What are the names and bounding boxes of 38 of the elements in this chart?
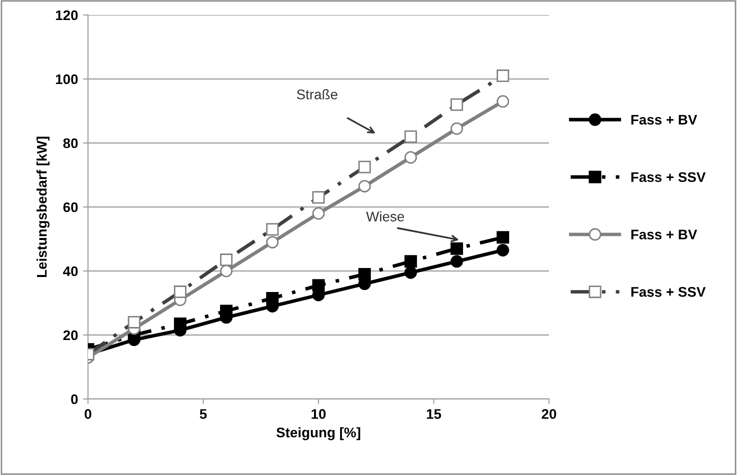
point [404,151,417,164]
point [496,95,510,108]
x-tick-label: 5 [200,409,207,419]
x-tick-label: 20 [542,409,556,419]
x-tick-label: 10 [312,409,326,419]
point [450,242,464,255]
point [312,279,325,292]
point [174,318,186,330]
y-tick-label: 0 [71,394,78,404]
y-tick-label: 80 [63,138,78,148]
y-tick-label: 60 [63,202,78,212]
legend-label: Fass + SSV [631,172,706,182]
legend-label: Fass + BV [631,230,698,240]
y-tick-label: 20 [63,330,78,340]
x-tick-label: 15 [426,409,442,419]
x-tick-label: 0 [84,409,92,419]
legend-label: Fass + BV [631,114,698,125]
point [266,236,279,248]
y-tick-label: 100 [56,74,78,84]
point [358,268,371,280]
x-axis-title: Steigung [%] [276,427,360,440]
point [404,266,417,279]
point [496,231,510,244]
legend-label: Fass + SSV [631,286,706,297]
annotation: Straße [296,89,338,100]
point [312,207,325,220]
point [220,264,233,278]
point [496,244,510,256]
point [450,255,464,268]
y-tick-label: 40 [63,266,78,276]
point [266,292,279,304]
y-axis-title: Leistungsbedarf [kW] [36,136,50,278]
y-tick-label: 120 [56,10,78,20]
point [450,122,464,135]
point [358,180,371,192]
annotation: Wiese [366,211,404,222]
point [404,255,417,268]
point [220,304,233,318]
